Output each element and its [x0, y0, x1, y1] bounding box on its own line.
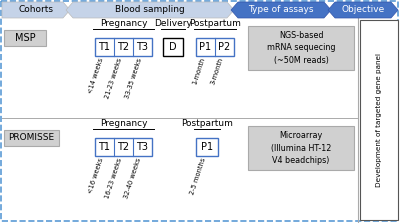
Text: Postpartum: Postpartum: [189, 19, 241, 28]
Text: T1: T1: [98, 142, 110, 152]
Text: 33-35 weeks: 33-35 weeks: [124, 57, 142, 99]
Bar: [95, 38, 152, 56]
Text: Development of targeted gene panel: Development of targeted gene panel: [376, 53, 382, 187]
Text: T3: T3: [136, 142, 148, 152]
Text: 1-month: 1-month: [191, 57, 206, 86]
Bar: [95, 138, 152, 156]
Text: 3-month: 3-month: [210, 57, 224, 86]
Text: Microarray
(Illumina HT-12
V4 beadchips): Microarray (Illumina HT-12 V4 beadchips): [271, 131, 331, 165]
Polygon shape: [66, 2, 234, 18]
Text: Pregnancy: Pregnancy: [100, 19, 147, 28]
Polygon shape: [231, 2, 331, 18]
Text: T2: T2: [118, 42, 130, 52]
Text: Pregnancy: Pregnancy: [100, 119, 147, 128]
Text: 2-5 months: 2-5 months: [190, 157, 207, 195]
Bar: [248, 126, 354, 170]
Text: Cohorts: Cohorts: [18, 6, 54, 14]
Text: 32-40 weeks: 32-40 weeks: [124, 157, 142, 199]
Polygon shape: [2, 2, 70, 18]
Bar: [248, 26, 354, 70]
Text: Type of assays: Type of assays: [248, 6, 314, 14]
Text: <14 weeks: <14 weeks: [87, 57, 104, 94]
Text: <16 weeks: <16 weeks: [87, 157, 104, 194]
Text: NGS-based
mRNA sequecing
(~50M reads): NGS-based mRNA sequecing (~50M reads): [267, 31, 335, 65]
Bar: [4, 130, 59, 146]
Bar: [360, 20, 398, 220]
Text: P2: P2: [218, 42, 231, 52]
Text: T3: T3: [136, 42, 148, 52]
Polygon shape: [328, 2, 398, 18]
Text: Postpartum: Postpartum: [181, 119, 233, 128]
Text: D: D: [169, 42, 177, 52]
Text: P1: P1: [201, 142, 213, 152]
Text: P1: P1: [200, 42, 212, 52]
Bar: [196, 38, 234, 56]
Bar: [4, 30, 46, 46]
Text: 16-23 weeks: 16-23 weeks: [105, 157, 124, 199]
Text: T2: T2: [118, 142, 130, 152]
Text: MSP: MSP: [15, 33, 35, 43]
Bar: [163, 38, 183, 56]
Text: T1: T1: [98, 42, 110, 52]
Text: Objective: Objective: [341, 6, 385, 14]
Bar: [196, 138, 218, 156]
Text: 21-23 weeks: 21-23 weeks: [105, 57, 124, 99]
Text: Delivery: Delivery: [154, 19, 192, 28]
Text: PROMISSE: PROMISSE: [8, 134, 54, 142]
Text: Blood sampling: Blood sampling: [115, 6, 185, 14]
